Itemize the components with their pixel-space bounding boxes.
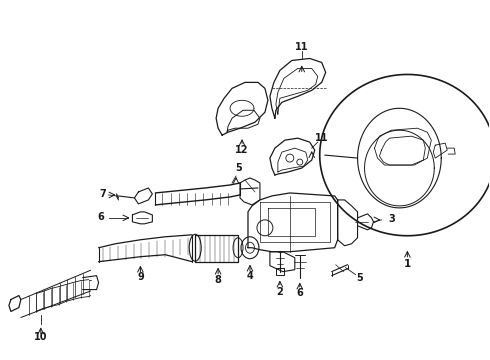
Text: 5: 5 <box>236 163 243 173</box>
Text: 11: 11 <box>295 41 309 51</box>
Text: 6: 6 <box>97 212 104 222</box>
Text: 3: 3 <box>388 214 395 224</box>
Text: 11: 11 <box>315 133 328 143</box>
Text: 12: 12 <box>235 145 249 155</box>
Text: 1: 1 <box>404 259 411 269</box>
Text: 2: 2 <box>276 287 283 297</box>
Text: 4: 4 <box>246 271 253 281</box>
Text: 9: 9 <box>137 272 144 282</box>
Text: 6: 6 <box>296 288 303 298</box>
Text: 5: 5 <box>356 273 363 283</box>
Text: 8: 8 <box>215 275 221 285</box>
Text: 7: 7 <box>99 189 106 199</box>
Text: 10: 10 <box>34 332 48 342</box>
